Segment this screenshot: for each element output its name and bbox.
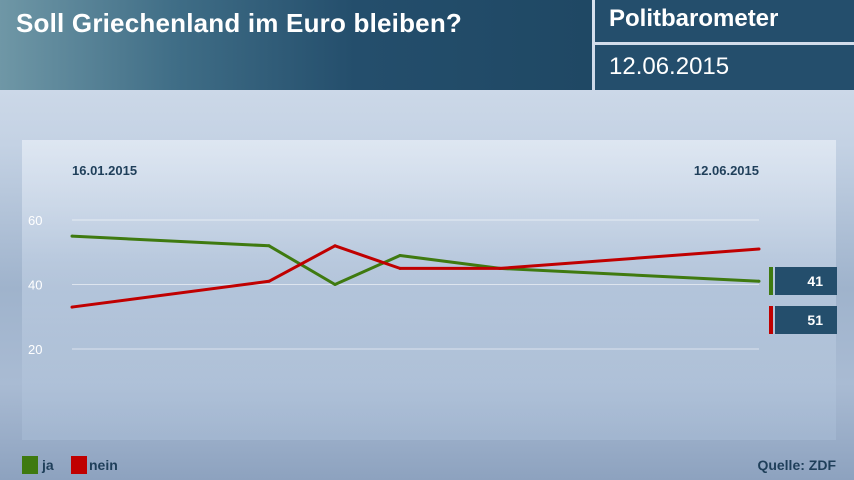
data-point-ja (70, 234, 74, 238)
data-point-ja (267, 244, 271, 248)
brand-box: Politbarometer (595, 0, 854, 42)
data-point-nein (498, 266, 502, 270)
data-point-nein (333, 244, 337, 248)
brand-label: Politbarometer (609, 5, 779, 32)
survey-date: 12.06.2015 (609, 53, 730, 80)
y-tick-label: 20 (28, 342, 42, 357)
nein-end-value: 51 (775, 306, 837, 334)
legend-label-ja: ja (42, 457, 54, 473)
nein-end-marker (769, 306, 773, 334)
data-point-ja (757, 279, 761, 283)
chart-title: Soll Griechenland im Euro bleiben? (16, 8, 462, 38)
legend-label-nein: nein (89, 457, 118, 473)
data-point-ja (398, 253, 402, 257)
legend-swatch-nein (71, 456, 87, 474)
date-box: 12.06.2015 (595, 45, 854, 90)
data-point-ja (333, 283, 337, 286)
start-date-label: 16.01.2015 (72, 163, 137, 178)
y-tick-label: 40 (28, 278, 42, 293)
data-point-nein (398, 266, 402, 270)
data-point-nein (70, 305, 74, 309)
data-point-nein (267, 279, 271, 283)
source-label: Quelle: ZDF (757, 457, 836, 473)
header-title-bar: Soll Griechenland im Euro bleiben? (0, 0, 592, 90)
ja-end-value: 41 (775, 267, 837, 295)
end-date-label: 12.06.2015 (694, 163, 759, 178)
ja-end-marker (769, 267, 773, 295)
grid-layer (72, 219, 759, 350)
legend-swatch-ja (22, 456, 38, 474)
chart-panel (22, 140, 836, 440)
series-line-ja (71, 234, 760, 286)
series-line-nein (71, 244, 760, 309)
y-axis-ticks: 20 40 60 (28, 213, 42, 357)
data-point-nein (757, 247, 761, 251)
series-layer (70, 234, 761, 309)
y-tick-label: 60 (28, 213, 42, 228)
